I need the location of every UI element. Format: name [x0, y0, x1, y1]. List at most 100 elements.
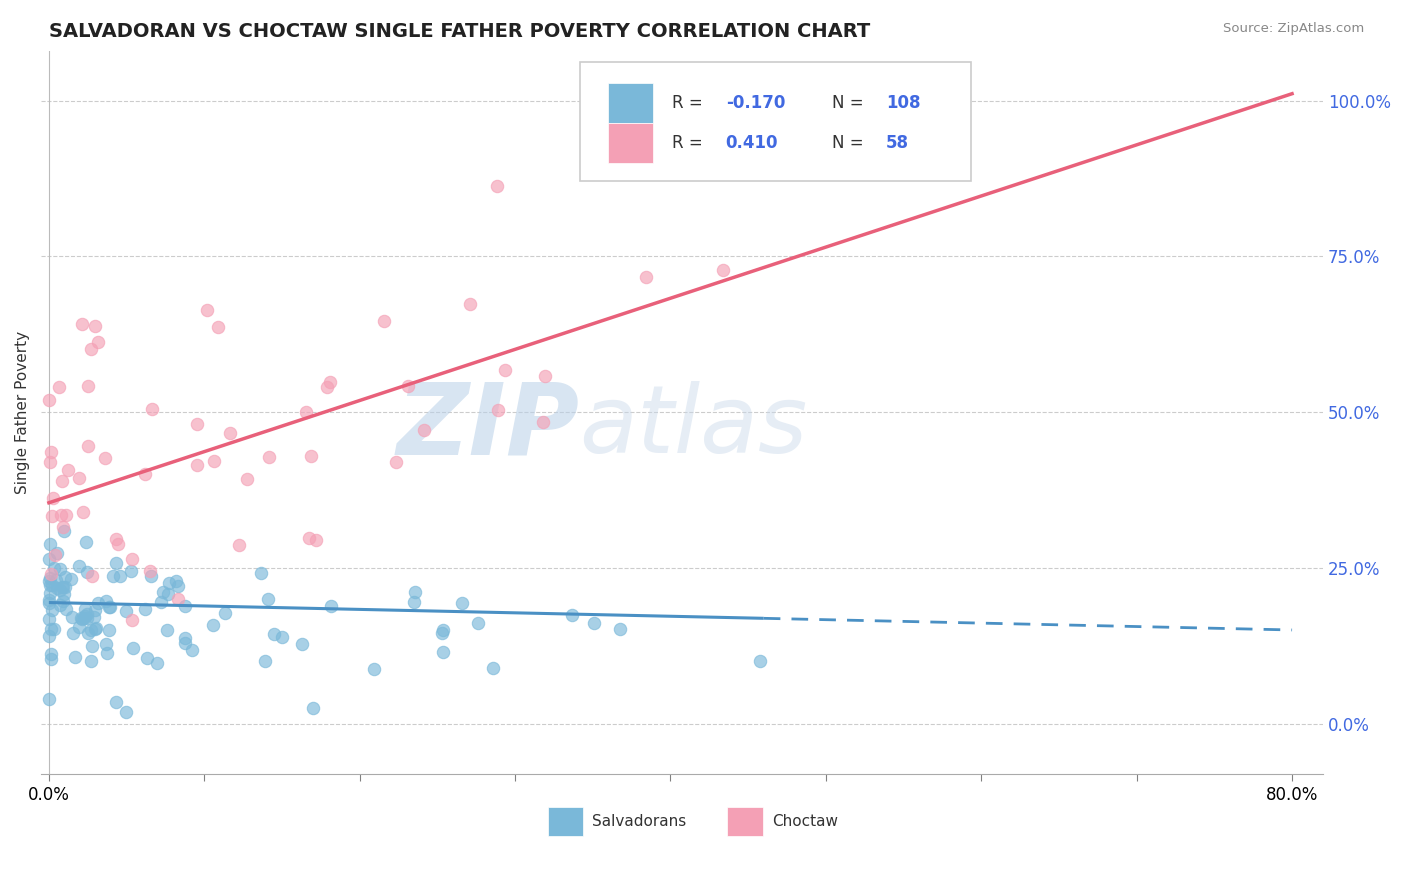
Text: 108: 108 — [886, 95, 921, 112]
Point — [207, 320, 229, 334]
Point — [49, 583, 72, 598]
Point — [70, 611, 93, 625]
Point — [72, 505, 94, 519]
Point — [98, 600, 121, 615]
Point — [87, 596, 110, 610]
Point — [219, 426, 242, 441]
Point — [49, 508, 72, 522]
Point — [62, 626, 84, 640]
Point — [75, 534, 97, 549]
Point — [83, 622, 105, 636]
Point — [41, 603, 63, 617]
Point — [534, 369, 557, 384]
Point — [197, 303, 219, 318]
Point — [157, 587, 180, 601]
Point — [39, 622, 62, 636]
Text: SALVADORAN VS CHOCTAW SINGLE FATHER POVERTY CORRELATION CHART: SALVADORAN VS CHOCTAW SINGLE FATHER POVE… — [49, 22, 870, 41]
Point — [39, 647, 62, 661]
Point — [70, 317, 93, 331]
Point — [139, 568, 162, 582]
Point — [52, 594, 75, 608]
Bar — [727, 806, 763, 836]
Point — [42, 623, 65, 637]
Point — [83, 603, 105, 617]
Point — [101, 568, 124, 582]
Point — [319, 375, 342, 389]
Bar — [547, 806, 583, 836]
Point — [186, 458, 208, 472]
Point — [80, 639, 103, 653]
Point — [121, 613, 143, 627]
Point — [104, 696, 127, 710]
Point — [138, 564, 160, 578]
Point — [38, 585, 60, 599]
Point — [174, 631, 197, 645]
Point — [305, 533, 328, 547]
Point — [165, 574, 187, 588]
Point — [321, 599, 343, 613]
Point — [42, 491, 65, 505]
Point — [53, 524, 76, 539]
Text: ZIP: ZIP — [396, 378, 579, 475]
Point — [41, 508, 63, 523]
Point — [402, 595, 425, 609]
Point — [167, 591, 190, 606]
Point — [76, 439, 98, 453]
Point — [202, 618, 225, 632]
Point — [181, 643, 204, 657]
Point — [150, 595, 173, 609]
Point — [404, 585, 426, 599]
Point — [76, 626, 98, 640]
Point — [315, 379, 337, 393]
Point — [45, 573, 67, 587]
Point — [122, 640, 145, 655]
Point — [250, 566, 273, 580]
Point — [38, 571, 60, 585]
Point — [167, 579, 190, 593]
Point — [80, 654, 103, 668]
Point — [73, 602, 96, 616]
Point — [108, 569, 131, 583]
Point — [396, 379, 419, 393]
Point — [44, 549, 66, 563]
Point — [235, 472, 257, 486]
Point — [299, 449, 322, 463]
Point — [291, 637, 314, 651]
Point — [84, 621, 107, 635]
Point — [373, 313, 395, 327]
Point — [107, 537, 129, 551]
Point — [60, 610, 83, 624]
Text: Source: ZipAtlas.com: Source: ZipAtlas.com — [1223, 22, 1364, 36]
Point — [80, 624, 103, 638]
Point — [486, 403, 509, 417]
Point — [202, 453, 225, 467]
Point — [531, 416, 554, 430]
Point — [51, 580, 73, 594]
Point — [73, 611, 96, 625]
Point — [38, 455, 60, 469]
Point — [120, 564, 142, 578]
Point — [450, 596, 472, 610]
Point — [114, 604, 136, 618]
Point — [52, 587, 75, 601]
Point — [49, 562, 72, 576]
Point — [39, 652, 62, 666]
Point — [59, 572, 82, 586]
Point — [82, 569, 104, 583]
Point — [38, 574, 60, 589]
Point — [38, 552, 60, 566]
Point — [104, 556, 127, 570]
Point — [51, 474, 73, 488]
Point — [55, 580, 77, 594]
Point — [121, 552, 143, 566]
Point — [302, 701, 325, 715]
Point — [157, 575, 180, 590]
Point — [271, 631, 294, 645]
Point — [63, 649, 86, 664]
Point — [186, 417, 208, 431]
Point — [263, 626, 285, 640]
Point — [413, 424, 436, 438]
Point — [486, 179, 509, 194]
Point — [294, 405, 316, 419]
Point — [96, 594, 118, 608]
